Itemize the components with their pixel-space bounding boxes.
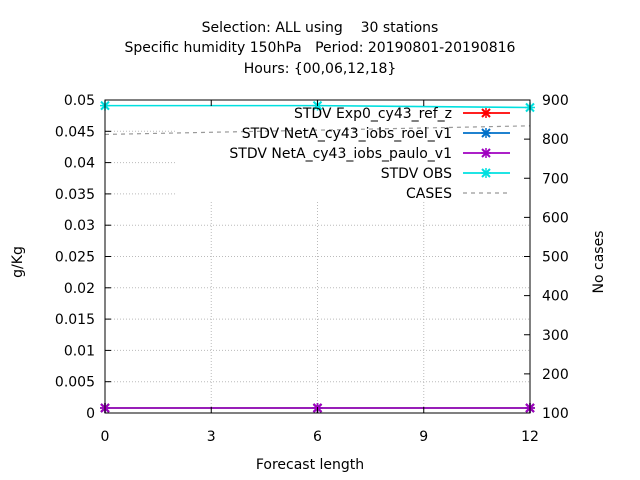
x-tick-label: 12 — [521, 429, 539, 445]
y-tick-label: 0 — [86, 406, 95, 422]
legend-entry: STDV Exp0_cy43_ref_z — [294, 106, 510, 122]
legend-label: STDV NetA_cy43_iobs_roel_v1 — [242, 126, 452, 142]
chart-title-line-2: Specific humidity 150hPa Period: 2019080… — [124, 40, 516, 56]
y-tick-label: 0.005 — [55, 375, 95, 391]
legend-label: STDV OBS — [381, 166, 452, 182]
legend-entry: STDV OBS — [381, 166, 510, 182]
y-tick-label: 0.04 — [64, 156, 95, 172]
data-point — [481, 128, 491, 138]
y-tick-label: 0.01 — [64, 343, 95, 359]
data-point — [481, 108, 491, 118]
y2-tick-label: 300 — [542, 328, 569, 344]
x-tick-label: 9 — [419, 429, 428, 445]
legend-label: STDV NetA_cy43_iobs_paulo_v1 — [229, 146, 452, 162]
y-tick-label: 0.015 — [55, 312, 95, 328]
data-point — [481, 168, 491, 178]
series-line-4 — [104, 125, 531, 136]
legend: STDV Exp0_cy43_ref_z STDV NetA_cy43_iobs_… — [229, 106, 510, 202]
y-axis-label: g/Kg — [10, 246, 26, 278]
legend-entry: STDV NetA_cy43_iobs_paulo_v1 — [229, 146, 510, 162]
legend-entry: STDV NetA_cy43_iobs_roel_v1 — [242, 126, 510, 142]
y2-tick-label: 900 — [542, 93, 569, 109]
y2-tick-label: 200 — [542, 367, 569, 383]
axis-ticks: 0 0.005 0.01 0.015 0.02 0.025 0.03 0.035 0.04 0.0… — [55, 93, 569, 445]
data-point — [481, 148, 491, 158]
y2-tick-label: 400 — [542, 289, 569, 305]
x-tick-label: 6 — [313, 429, 322, 445]
y-tick-label: 0.035 — [55, 187, 95, 203]
chart-title-line-1: Selection: ALL using 30 stations — [201, 20, 439, 36]
grid — [105, 130, 530, 413]
legend-label: STDV Exp0_cy43_ref_z — [294, 106, 452, 122]
y2-tick-label: 500 — [542, 250, 569, 266]
y2-tick-label: 600 — [542, 210, 569, 226]
y2-tick-label: 700 — [542, 171, 569, 187]
x-axis-label: Forecast length — [256, 457, 364, 473]
y-tick-label: 0.03 — [64, 218, 95, 234]
y-tick-label: 0.02 — [64, 281, 95, 297]
y-tick-label: 0.045 — [55, 124, 95, 140]
legend-label: CASES — [406, 186, 452, 202]
x-tick-label: 0 — [101, 429, 110, 445]
chart-title-line-3: Hours: {00,06,12,18} — [243, 61, 397, 77]
x-tick-label: 3 — [207, 429, 216, 445]
legend-entry: CASES — [406, 186, 510, 202]
y2-tick-label: 100 — [542, 406, 569, 422]
y2-axis-label: No cases — [591, 231, 607, 294]
y2-tick-label: 800 — [542, 132, 569, 148]
y-tick-label: 0.05 — [64, 93, 95, 109]
y-tick-label: 0.025 — [55, 250, 95, 266]
